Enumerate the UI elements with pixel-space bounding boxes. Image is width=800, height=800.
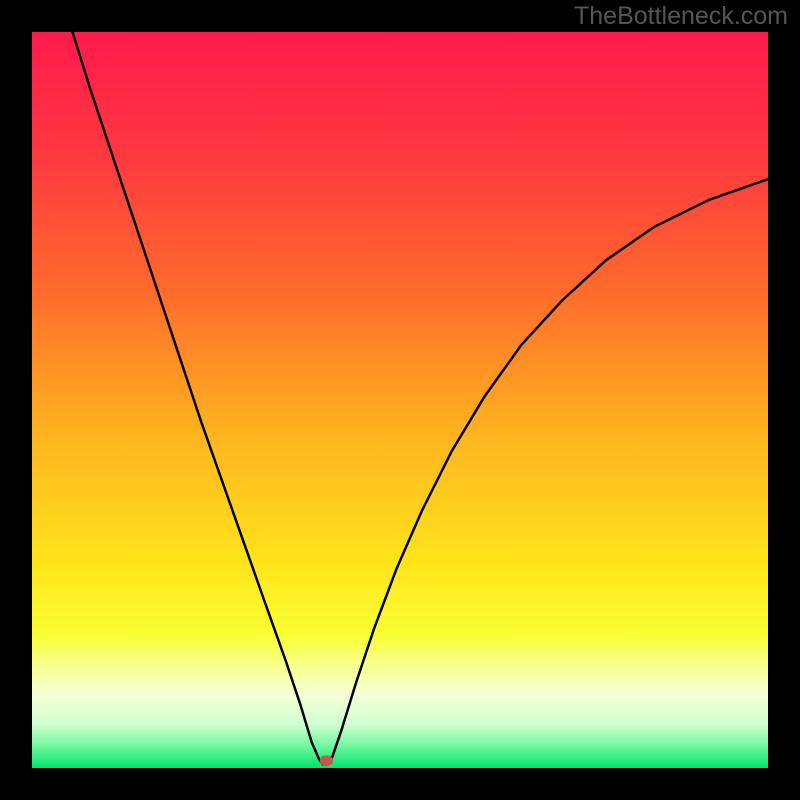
chart-container: TheBottleneck.com (0, 0, 800, 800)
plot-background-gradient (32, 32, 768, 768)
watermark-text: TheBottleneck.com (574, 4, 788, 29)
cusp-marker (320, 755, 333, 765)
chart-svg (0, 0, 800, 800)
